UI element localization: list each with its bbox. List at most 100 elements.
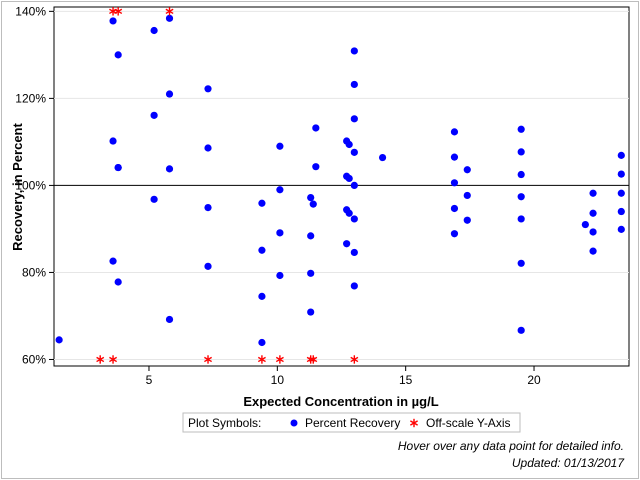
data-point <box>258 199 266 207</box>
data-point <box>204 204 212 212</box>
data-point <box>617 225 625 233</box>
hover-note: Hover over any data point for detailed i… <box>398 439 624 453</box>
data-point <box>463 191 471 200</box>
data-point <box>617 151 625 159</box>
offscale-point <box>257 355 266 364</box>
data-point <box>307 269 315 277</box>
data-point <box>589 247 597 255</box>
y-axis-title: Recovery, in Percent <box>10 123 25 251</box>
y-tick-label: 120% <box>15 91 46 105</box>
data-point <box>450 204 459 213</box>
legend: Plot Symbols: Percent Recovery Off-scale… <box>182 412 521 433</box>
x-axis-ticks: 5 10 15 20 <box>146 366 541 387</box>
data-point <box>307 193 315 202</box>
x-tick-label: 15 <box>399 373 413 387</box>
data-point <box>617 170 625 178</box>
data-point <box>114 51 122 59</box>
data-point <box>350 282 358 290</box>
y-axis-ticks: 60% 80% 100% 120% 140% <box>15 4 54 366</box>
data-point <box>204 85 212 93</box>
data-point <box>276 142 284 150</box>
grid-lines <box>54 10 629 360</box>
data-point <box>450 179 459 187</box>
data-point <box>463 166 471 174</box>
x-tick-label: 20 <box>527 373 541 387</box>
y-tick-label: 60% <box>22 352 46 366</box>
legend-label-offscale: Off-scale Y-Axis <box>426 416 510 430</box>
data-point <box>450 153 459 161</box>
offscale-points <box>96 7 359 364</box>
offscale-point <box>165 7 174 16</box>
data-point <box>517 170 525 179</box>
data-point <box>204 144 212 152</box>
data-point <box>450 230 459 238</box>
data-point <box>345 209 353 217</box>
data-point <box>343 240 351 248</box>
offscale-point <box>109 355 118 364</box>
data-point <box>378 153 387 162</box>
legend-asterisk-glyph <box>410 418 418 428</box>
data-point <box>258 338 266 347</box>
data-point <box>258 292 266 300</box>
data-point <box>150 26 158 35</box>
data-point <box>350 148 358 156</box>
data-point <box>581 220 589 229</box>
data-point <box>307 308 315 316</box>
data-point <box>109 257 117 265</box>
data-point <box>150 195 158 203</box>
data-point <box>150 111 158 119</box>
data-point <box>312 163 320 171</box>
data-point <box>55 336 63 344</box>
y-tick-label: 140% <box>15 4 46 18</box>
data-point <box>350 215 358 223</box>
data-point <box>463 216 471 224</box>
data-point <box>309 200 317 208</box>
data-point <box>517 259 525 267</box>
data-point <box>517 326 525 334</box>
plot-area <box>53 6 630 367</box>
data-points <box>55 14 625 347</box>
data-point <box>204 262 212 270</box>
data-point <box>165 90 174 98</box>
data-point <box>276 271 284 280</box>
data-point <box>350 181 358 190</box>
offscale-point <box>96 355 105 364</box>
data-point <box>165 165 174 173</box>
data-point <box>307 232 315 240</box>
data-point <box>109 137 117 145</box>
data-point <box>345 174 353 183</box>
data-point <box>345 140 353 149</box>
offscale-point <box>309 355 318 364</box>
legend-title: Plot Symbols: <box>188 416 261 430</box>
x-tick-label: 10 <box>271 373 285 387</box>
y-tick-label: 80% <box>22 265 46 279</box>
data-point <box>589 228 597 236</box>
y-tick-label: 100% <box>15 178 46 192</box>
data-point <box>312 124 320 132</box>
x-axis-title: Expected Concentration in µg/L <box>243 394 438 409</box>
data-point <box>276 229 284 237</box>
data-point <box>517 215 525 223</box>
legend-box <box>182 412 521 433</box>
offscale-point <box>114 7 123 16</box>
data-point <box>450 128 459 136</box>
data-point <box>114 278 122 286</box>
legend-marker-percent-recovery <box>290 419 298 427</box>
data-point <box>617 207 625 216</box>
data-point <box>114 163 122 172</box>
data-point <box>165 315 174 324</box>
data-point <box>517 148 525 156</box>
offscale-point <box>204 355 213 364</box>
data-point <box>109 17 117 25</box>
offscale-point <box>275 355 284 364</box>
data-point <box>350 115 358 123</box>
updated-note: Updated: 01/13/2017 <box>512 456 625 470</box>
data-point <box>517 125 525 133</box>
x-tick-label: 5 <box>146 373 153 387</box>
data-point <box>276 186 284 194</box>
legend-label-percent-recovery: Percent Recovery <box>305 416 400 430</box>
data-point <box>617 189 625 197</box>
data-point <box>589 209 597 217</box>
data-point <box>258 246 266 254</box>
